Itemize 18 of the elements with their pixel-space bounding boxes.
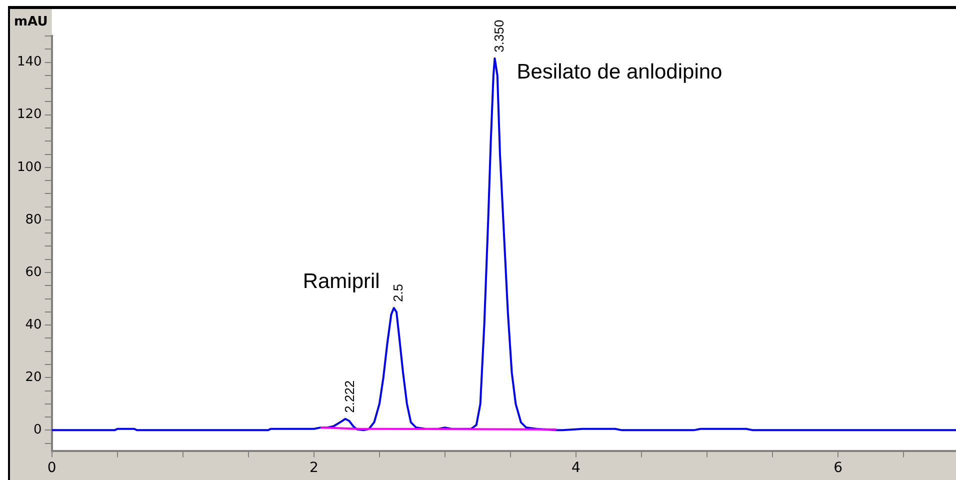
x-tick-label: 4 [572, 460, 581, 476]
y-tick-label: 40 [25, 317, 42, 332]
y-tick-label: 100 [16, 160, 42, 175]
y-tick-label: 80 [25, 212, 42, 228]
annotation: Ramipril [302, 270, 380, 293]
y-tick-label: 120 [16, 107, 42, 122]
annotation: Besilato de anlodipino [516, 60, 722, 84]
y-tick-label: 140 [16, 54, 42, 70]
annotation: 2.5 [390, 284, 406, 302]
x-tick-label: 0 [47, 460, 56, 476]
y-tick-label: 60 [25, 264, 42, 280]
annotation: 2.222 [342, 380, 357, 413]
x-tick-label: 6 [834, 460, 843, 476]
y-axis-title: mAU [14, 14, 48, 30]
annotation: 3.350 [491, 20, 506, 52]
x-tick-label: 2 [309, 460, 318, 476]
y-tick-label: 20 [25, 370, 42, 385]
y-tick-label: 0 [34, 422, 42, 438]
